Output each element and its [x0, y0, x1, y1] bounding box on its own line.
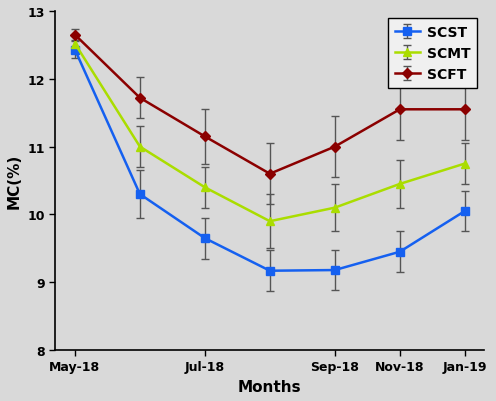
- Y-axis label: MC(%): MC(%): [7, 154, 22, 209]
- Legend: SCST, SCMT, SCFT: SCST, SCMT, SCFT: [388, 19, 477, 89]
- X-axis label: Months: Months: [238, 379, 302, 394]
